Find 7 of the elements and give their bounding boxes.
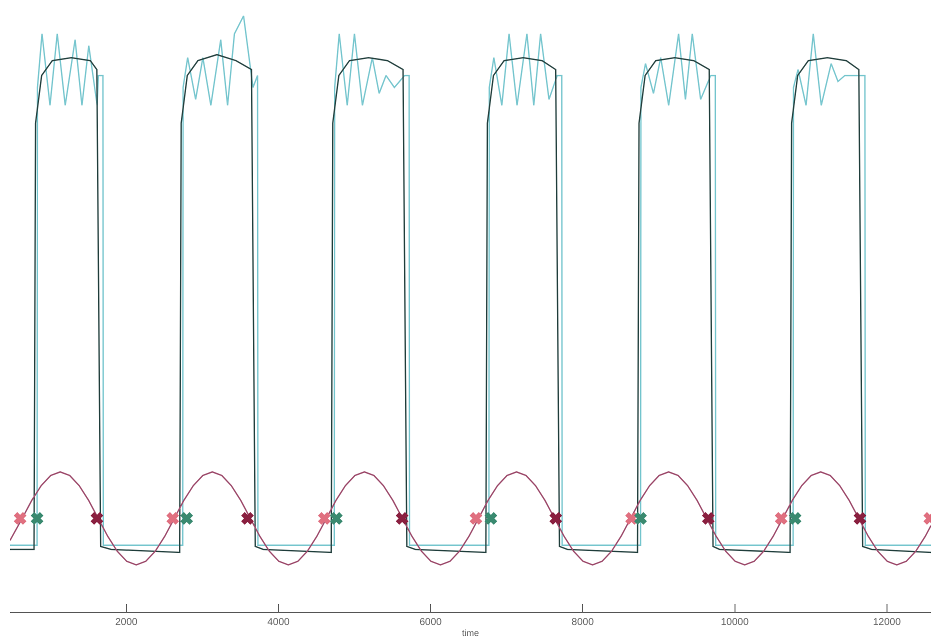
x-axis-title: time	[462, 628, 480, 638]
x-tick-label: 8000	[572, 617, 594, 628]
x-tick-label: 10000	[720, 617, 750, 628]
x-tick-label: 6000	[419, 617, 442, 628]
x-tick-label: 4000	[267, 617, 290, 628]
x-tick-label: 2000	[115, 617, 138, 628]
x-tick-label: 12000	[872, 617, 902, 628]
